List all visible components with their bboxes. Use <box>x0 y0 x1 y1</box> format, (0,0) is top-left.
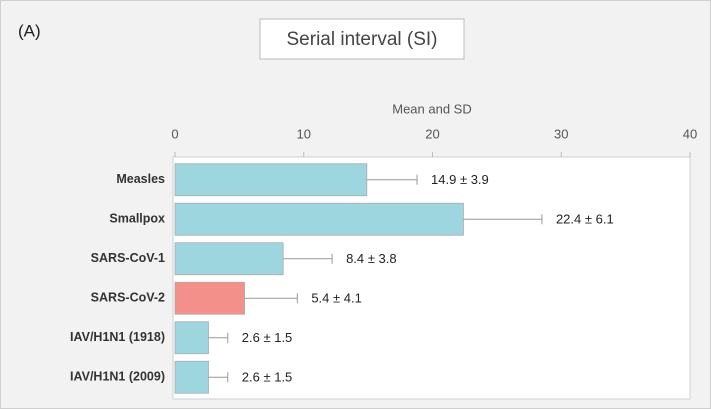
error-bar <box>208 372 229 383</box>
x-tick-label: 20 <box>425 126 439 141</box>
value-label: 22.4 ± 6.1 <box>556 212 614 227</box>
title-box <box>259 18 465 60</box>
x-tick-label: 10 <box>297 126 311 141</box>
bar <box>174 281 245 315</box>
value-label: 2.6 ± 1.5 <box>242 330 293 345</box>
panel-label: (A) <box>18 21 41 40</box>
error-bar <box>283 253 333 264</box>
chart-title: Serial interval (SI) <box>287 29 438 50</box>
value-label: 5.4 ± 4.1 <box>311 291 362 306</box>
y-tick-label: SARS-CoV-1 <box>91 251 165 265</box>
y-tick-label: IAV/H1N1 (2009) <box>70 370 165 384</box>
x-tick-label: 30 <box>554 126 568 141</box>
x-tick-label: 40 <box>683 126 697 141</box>
error-bar <box>463 214 543 225</box>
y-tick-label: SARS-CoV-2 <box>91 291 165 305</box>
y-tick-label: IAV/H1N1 (1918) <box>70 330 165 344</box>
x-axis-label: Mean and SD <box>392 101 472 116</box>
bar <box>174 360 209 394</box>
value-label: 2.6 ± 1.5 <box>242 370 293 385</box>
y-tick-label: Measles <box>116 172 165 186</box>
bar <box>174 242 284 276</box>
x-tick-label: 0 <box>171 126 178 141</box>
error-bar <box>208 332 229 343</box>
bar <box>174 163 368 197</box>
value-label: 14.9 ± 3.9 <box>431 172 489 187</box>
bar <box>174 321 209 355</box>
y-tick-label: Smallpox <box>109 212 165 226</box>
error-bar <box>366 174 418 185</box>
value-label: 8.4 ± 3.8 <box>346 251 397 266</box>
bar <box>174 202 464 236</box>
error-bar <box>244 293 298 304</box>
plot-area <box>172 156 691 400</box>
